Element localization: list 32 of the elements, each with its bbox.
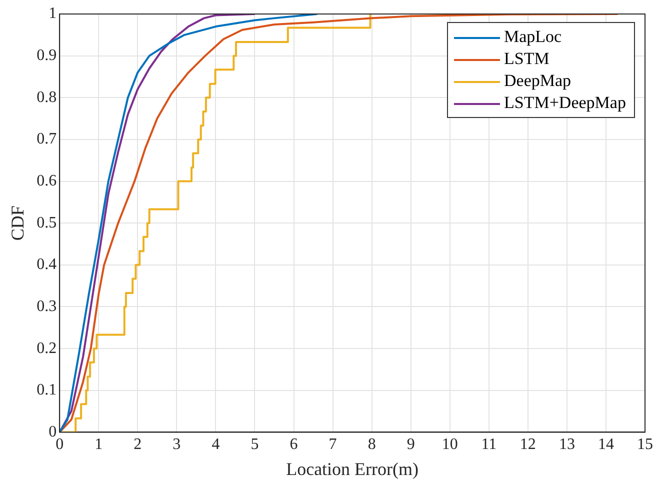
x-tick-label: 5 <box>250 436 259 454</box>
y-tick-label: 0.6 <box>36 172 57 190</box>
x-tick-label: 13 <box>558 436 575 454</box>
x-tick-label: 10 <box>442 436 458 454</box>
x-tick-label: 1 <box>94 436 103 454</box>
legend-label: MapLoc <box>503 26 563 48</box>
y-tick-label: 0.2 <box>36 340 57 357</box>
y-tick-label: 0.5 <box>36 214 57 232</box>
y-tick-label: 0.4 <box>36 256 57 274</box>
y-axis-title: CDF <box>8 206 28 241</box>
x-tick-label: 6 <box>290 436 298 454</box>
legend-label: DeepMap <box>503 70 572 92</box>
x-tick-label: 3 <box>172 436 181 454</box>
y-tick-label: 1 <box>48 5 57 22</box>
x-tick-label: 9 <box>406 436 415 454</box>
legend-label: LSTM+DeepMap <box>503 92 626 114</box>
x-tick-label: 8 <box>368 436 376 454</box>
x-tick-label: 15 <box>637 436 653 454</box>
x-tick-label: 2 <box>134 436 142 454</box>
x-tick-label: 7 <box>328 436 337 454</box>
x-axis-title: Location Error(m) <box>286 458 419 479</box>
y-tick-label: 0 <box>48 423 57 440</box>
x-tick-label: 12 <box>520 436 536 454</box>
x-tick-label: 4 <box>212 436 220 454</box>
y-tick-label: 0.7 <box>36 130 57 148</box>
legend-label: LSTM <box>503 48 550 70</box>
y-tick-label: 0.9 <box>36 47 57 64</box>
x-tick-label: 14 <box>598 436 614 454</box>
y-tick-label: 0.8 <box>36 88 57 106</box>
x-tick-label: 11 <box>481 436 497 454</box>
y-tick-label: 0.1 <box>36 382 57 399</box>
y-tick-label: 0.3 <box>36 298 57 315</box>
